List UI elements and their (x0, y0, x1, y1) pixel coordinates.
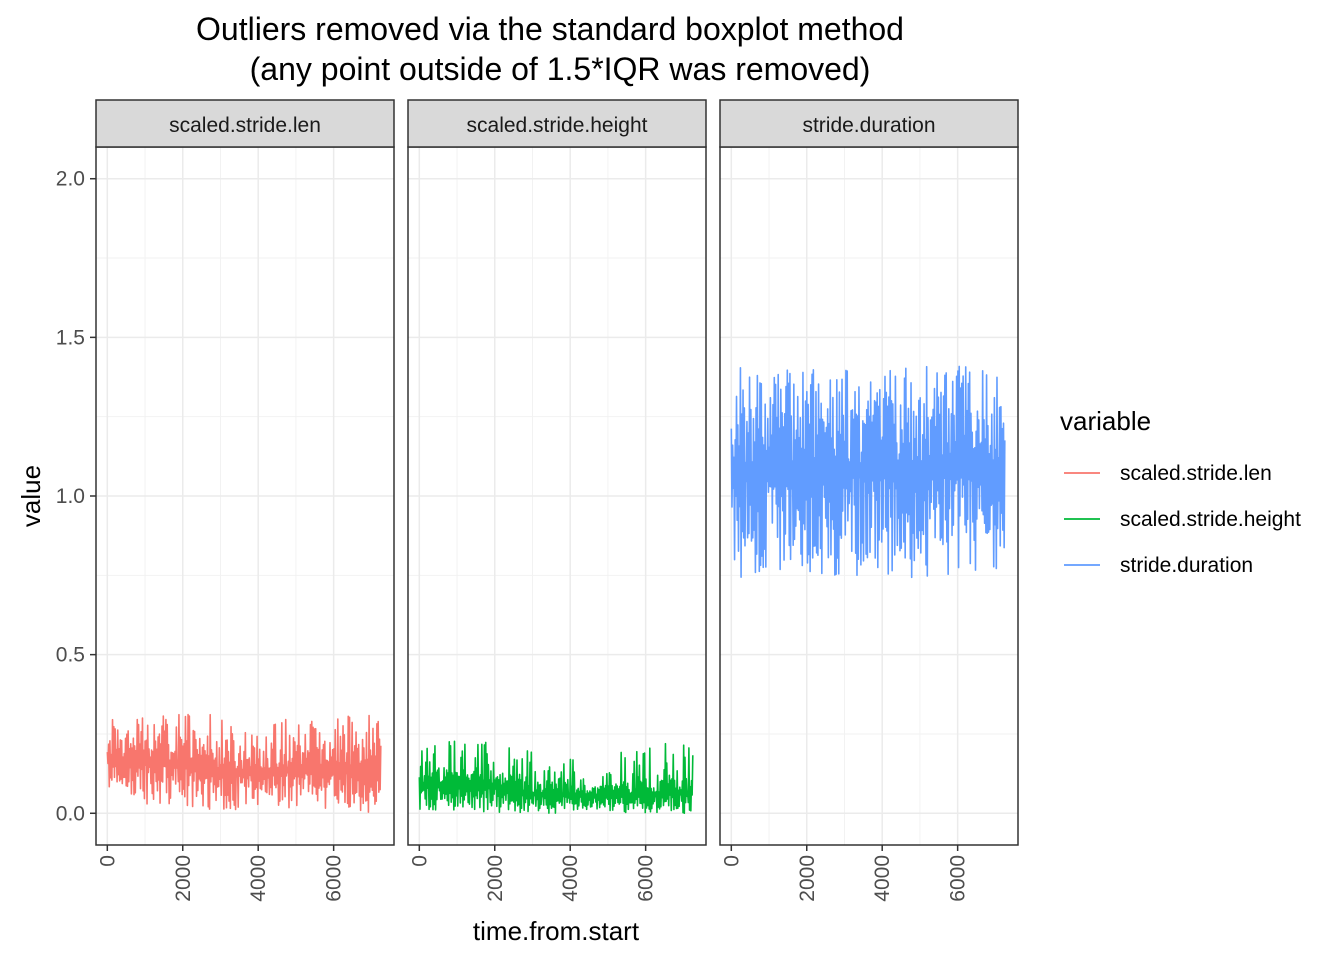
legend-label: stride.duration (1120, 554, 1253, 577)
x-tick-label: 2000 (172, 855, 195, 902)
facet-panel-2: scaled.stride.height 0 2000 4000 6000 (407, 99, 707, 902)
x-tick-label: 6000 (947, 855, 970, 902)
facet-strip (95, 99, 395, 148)
y-tick-label: 0.5 (56, 644, 85, 667)
legend-title: variable (1060, 406, 1151, 436)
legend-label: scaled.stride.height (1120, 508, 1301, 531)
x-tick-label: 4000 (247, 855, 270, 902)
facet-strip-label: stride.duration (802, 114, 935, 137)
y-axis: 0.0 0.5 1.0 1.5 2.0 (56, 168, 96, 825)
series-line-stride.duration (730, 365, 1006, 579)
facet-strip (407, 99, 707, 148)
x-tick-label: 4000 (559, 855, 582, 902)
y-tick-label: 0.0 (56, 802, 85, 825)
chart-title-line-1: Outliers removed via the standard boxplo… (196, 11, 904, 47)
x-tick-label: 2000 (484, 855, 507, 902)
x-tick-label: 6000 (635, 855, 658, 902)
chart-title-line-2: (any point outside of 1.5*IQR was remove… (250, 51, 871, 87)
x-tick-label: 4000 (871, 855, 894, 902)
y-tick-label: 1.5 (56, 326, 85, 349)
x-axis-title: time.from.start (473, 916, 640, 946)
y-tick-label: 1.0 (56, 485, 85, 508)
legend-label: scaled.stride.len (1120, 462, 1272, 485)
x-tick-label: 6000 (323, 855, 346, 902)
facet-strip-label: scaled.stride.height (467, 114, 648, 137)
x-tick-label: 0 (408, 855, 431, 867)
series-line-scaled.stride.len (106, 713, 382, 813)
facet-panel-3: stride.duration 0 2000 4000 6000 (719, 99, 1019, 902)
legend: variable scaled.stride.len scaled.stride.… (1060, 406, 1301, 577)
x-tick-label: 0 (720, 855, 743, 867)
y-tick-label: 2.0 (56, 168, 85, 191)
series-line-scaled.stride.height (418, 740, 694, 815)
facet-strip-label: scaled.stride.len (169, 114, 321, 137)
facet-panel-1: scaled.stride.len 0 2000 4000 6000 (95, 99, 395, 902)
facet-strip (719, 99, 1019, 148)
x-tick-label: 2000 (796, 855, 819, 902)
x-tick-label: 0 (96, 855, 119, 867)
y-axis-title: value (16, 465, 46, 527)
